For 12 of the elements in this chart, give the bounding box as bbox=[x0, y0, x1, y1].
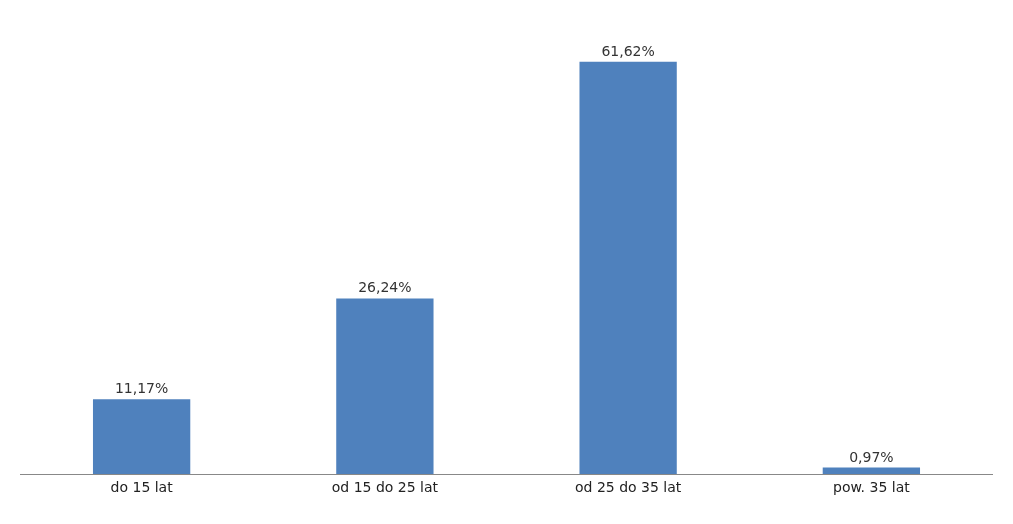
bar bbox=[336, 298, 434, 474]
data-label: 0,97% bbox=[849, 448, 894, 465]
x-tick-label: od 25 do 35 lat bbox=[574, 478, 682, 495]
bar bbox=[579, 61, 677, 474]
data-label: 26,24% bbox=[358, 279, 412, 296]
x-tick-label: pow. 35 lat bbox=[833, 478, 911, 495]
bar bbox=[822, 467, 921, 474]
x-tick-label: do 15 lat bbox=[110, 478, 174, 495]
x-tick-label: od 15 do 25 lat bbox=[331, 478, 439, 495]
bar bbox=[92, 399, 191, 474]
data-label: 61,62% bbox=[601, 42, 655, 59]
data-label: 11,17% bbox=[114, 380, 169, 397]
